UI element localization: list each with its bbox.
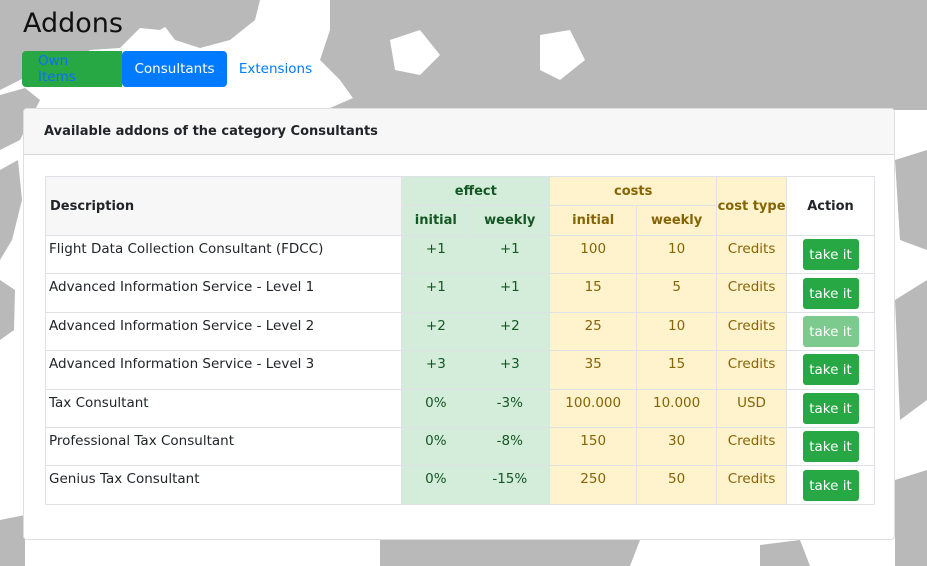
addon-description: Tax Consultant [44,388,403,428]
effect-weekly: -15% [469,465,551,505]
header-action: Action [786,176,875,236]
addons-card: Available addons of the category Consult… [23,108,895,540]
cost-weekly: 5 [636,273,718,313]
card-header: Available addons of the category Consult… [24,109,894,155]
cost-initial: 100.000 [549,388,638,428]
take-it-button[interactable]: take it [802,469,859,501]
cost-type: Credits [716,311,788,352]
header-effect-weekly: weekly [469,205,551,236]
effect-weekly: +2 [469,311,551,352]
action-cell: take it [786,426,875,467]
cost-type: Credits [716,350,788,390]
tab-consultants[interactable]: Consultants [122,51,227,87]
action-cell: take it [786,311,875,352]
addon-description: Flight Data Collection Consultant (FDCC) [44,234,403,275]
category-tabs: Own Items Consultants Extensions [22,51,324,87]
cost-initial: 35 [549,350,638,390]
addon-description: Professional Tax Consultant [44,426,403,467]
header-cost-weekly: weekly [636,205,718,236]
cost-initial: 150 [549,426,638,467]
tab-extensions[interactable]: Extensions [238,61,313,77]
table-row: Flight Data Collection Consultant (FDCC)… [44,234,875,275]
addon-description: Genius Tax Consultant [44,465,403,505]
header-effect: effect [401,176,551,206]
header-description: Description [44,176,403,236]
page-title: Addons [23,8,123,39]
header-cost-initial: initial [549,205,638,236]
take-it-button[interactable]: take it [802,354,859,386]
effect-weekly: +3 [469,350,551,390]
cost-weekly: 15 [636,350,718,390]
table-row: Genius Tax Consultant 0% -15% 250 50 Cre… [44,465,875,505]
effect-initial: +3 [401,350,471,390]
cost-weekly: 10.000 [636,388,718,428]
addon-description: Advanced Information Service - Level 3 [44,350,403,390]
table-row: Professional Tax Consultant 0% -8% 150 3… [44,426,875,467]
table-row: Advanced Information Service - Level 1 +… [44,273,875,313]
effect-weekly: +1 [469,234,551,275]
cost-initial: 15 [549,273,638,313]
action-cell: take it [786,465,875,505]
cost-weekly: 50 [636,465,718,505]
table-row: Advanced Information Service - Level 2 +… [44,311,875,352]
cost-type: USD [716,388,788,428]
take-it-button[interactable]: take it [802,277,859,309]
action-cell: take it [786,350,875,390]
effect-initial: 0% [401,388,471,428]
cost-weekly: 30 [636,426,718,467]
header-costs: costs [549,176,718,206]
cost-weekly: 10 [636,234,718,275]
cost-weekly: 10 [636,311,718,352]
addon-description: Advanced Information Service - Level 1 [44,273,403,313]
cost-initial: 250 [549,465,638,505]
effect-weekly: +1 [469,273,551,313]
cost-initial: 25 [549,311,638,352]
effect-weekly: -8% [469,426,551,467]
table-row: Tax Consultant 0% -3% 100.000 10.000 USD… [44,388,875,428]
addons-table: Description effect costs cost type Actio… [44,176,875,505]
header-cost-type: cost type [716,176,788,236]
cost-type: Credits [716,465,788,505]
cost-type: Credits [716,234,788,275]
table-row: Advanced Information Service - Level 3 +… [44,350,875,390]
take-it-button-disabled[interactable]: take it [802,315,859,347]
tab-own-items[interactable]: Own Items [22,51,122,87]
action-cell: take it [786,273,875,313]
cost-type: Credits [716,273,788,313]
header-effect-initial: initial [401,205,471,236]
effect-initial: 0% [401,465,471,505]
action-cell: take it [786,234,875,275]
take-it-button[interactable]: take it [802,239,859,271]
take-it-button[interactable]: take it [802,392,859,424]
action-cell: take it [786,388,875,428]
cost-initial: 100 [549,234,638,275]
addons-table-body: Flight Data Collection Consultant (FDCC)… [44,234,875,505]
effect-weekly: -3% [469,388,551,428]
cost-type: Credits [716,426,788,467]
take-it-button[interactable]: take it [802,431,859,463]
effect-initial: +1 [401,273,471,313]
effect-initial: +1 [401,234,471,275]
effect-initial: 0% [401,426,471,467]
effect-initial: +2 [401,311,471,352]
addon-description: Advanced Information Service - Level 2 [44,311,403,352]
